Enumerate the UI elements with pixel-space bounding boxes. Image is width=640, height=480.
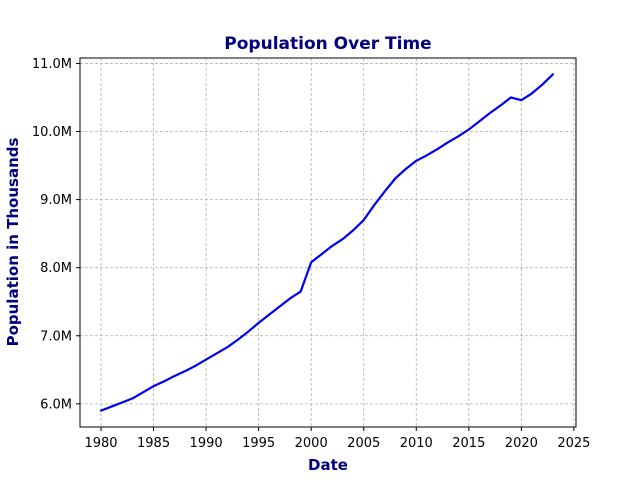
series-layer — [99, 73, 554, 412]
x-tick-label: 1990 — [190, 436, 223, 451]
x-tick-label: 2020 — [505, 436, 538, 451]
y-tick-label: 9.0M — [40, 193, 72, 208]
x-tick-label: 1995 — [242, 436, 275, 451]
population-series-line — [99, 73, 554, 412]
y-axis-label: Population in Thousands — [4, 138, 22, 347]
y-tick-label: 11.0M — [32, 57, 72, 72]
y-tick-label: 6.0M — [40, 397, 72, 412]
y-tick-label: 10.0M — [32, 125, 72, 140]
x-tick-label: 2025 — [557, 436, 590, 451]
x-tick-label: 2010 — [400, 436, 433, 451]
y-tick-label: 8.0M — [40, 261, 72, 276]
x-tick-label: 1985 — [137, 436, 170, 451]
x-tick-label: 2015 — [452, 436, 485, 451]
x-axis-label: Date — [308, 456, 348, 474]
x-tick-label: 1980 — [84, 436, 117, 451]
x-tick-label: 2000 — [295, 436, 328, 451]
plot-frame — [79, 57, 577, 428]
chart-title: Population Over Time — [224, 34, 431, 54]
axis-ticks: 1980 1985 1990 1995 2000 2005 2010 2015 2020 2025… — [32, 57, 591, 451]
y-tick-label: 7.0M — [40, 329, 72, 344]
grid-lines — [80, 58, 576, 427]
x-tick-label: 2005 — [347, 436, 380, 451]
